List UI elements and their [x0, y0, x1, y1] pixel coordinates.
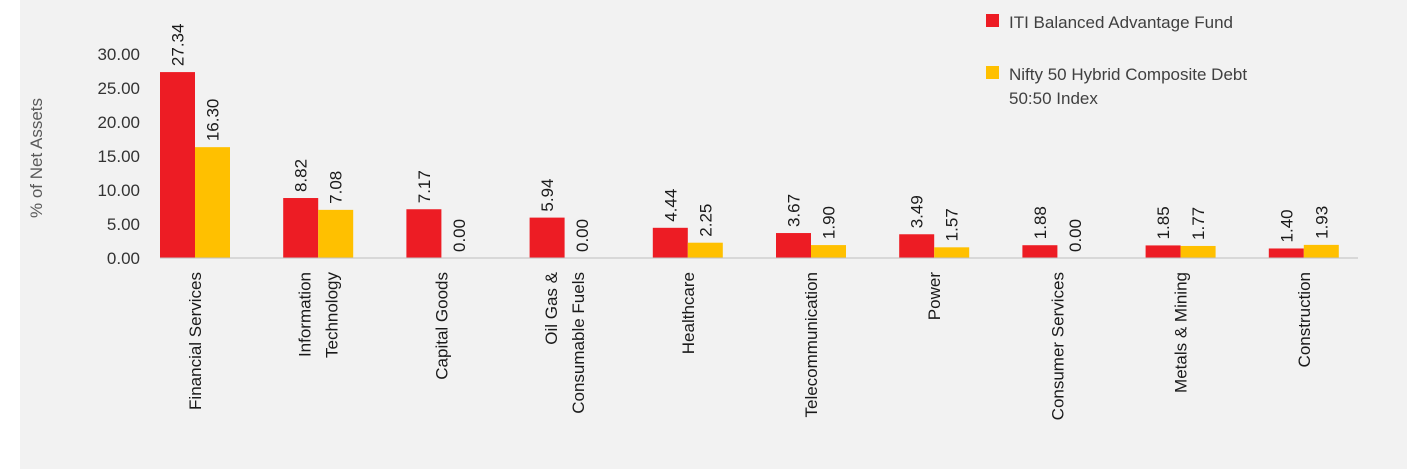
- legend-swatch-fund: [986, 14, 999, 27]
- y-tick-label: 25.00: [97, 79, 140, 98]
- data-label: 1.90: [820, 206, 839, 239]
- data-label: 0.00: [1066, 219, 1085, 252]
- category-label: Telecommunication: [802, 272, 821, 418]
- y-tick-label: 0.00: [107, 249, 140, 268]
- data-label: 7.08: [327, 171, 346, 204]
- category-label: Consumable Fuels: [569, 272, 588, 414]
- data-label: 7.17: [415, 170, 434, 203]
- data-label: 1.77: [1189, 207, 1208, 240]
- category-label: Technology: [323, 272, 342, 359]
- category-label: Power: [925, 272, 944, 321]
- data-label: 1.88: [1031, 206, 1050, 239]
- y-tick-label: 5.00: [107, 215, 140, 234]
- category-label: Capital Goods: [432, 272, 451, 380]
- legend: ITI Balanced Advantage Fund Nifty 50 Hybr…: [986, 13, 1247, 108]
- category-label: Oil Gas &: [542, 271, 561, 344]
- data-label: 3.49: [908, 195, 927, 228]
- bar-fund: [160, 72, 195, 258]
- bars: [160, 72, 1339, 258]
- data-label: 0.00: [450, 219, 469, 252]
- data-label: 1.57: [943, 208, 962, 241]
- bar-fund: [1268, 248, 1304, 258]
- data-label: 4.44: [661, 189, 680, 222]
- data-label: 2.25: [696, 204, 715, 237]
- y-axis-title: % of Net Assets: [27, 98, 46, 218]
- bar-fund: [406, 209, 442, 258]
- bar-index: [934, 247, 970, 258]
- y-tick-label: 20.00: [97, 113, 140, 132]
- category-label: Healthcare: [679, 272, 698, 354]
- bar-fund: [1145, 245, 1181, 258]
- y-axis: 0.00 5.00 10.00 15.00 20.00 25.00 30.00 % of Ne…: [27, 45, 140, 268]
- bar-index: [687, 242, 723, 258]
- y-tick-label: 10.00: [97, 181, 140, 200]
- category-label: Information: [296, 272, 315, 357]
- data-label: 0.00: [573, 219, 592, 252]
- data-label: 27.34: [169, 24, 188, 67]
- bar-fund: [776, 233, 811, 258]
- bar-fund: [652, 227, 688, 258]
- data-label: 5.94: [538, 179, 557, 212]
- category-label: Metals & Mining: [1172, 272, 1191, 393]
- data-label: 8.82: [292, 159, 311, 192]
- bar-index: [195, 147, 230, 258]
- value-labels: 27.34 8.82 7.17 5.94 4.44 3.67 3.49 1.88 1.85 1.4…: [169, 24, 1332, 252]
- legend-label: 50:50 Index: [1009, 89, 1098, 108]
- legend-swatch-index: [986, 66, 999, 79]
- legend-label: Nifty 50 Hybrid Composite Debt: [1009, 65, 1247, 84]
- bar-index: [1180, 245, 1216, 258]
- y-tick-label: 15.00: [97, 147, 140, 166]
- chart-panel: 0.00 5.00 10.00 15.00 20.00 25.00 30.00 % of Ne…: [20, 0, 1407, 469]
- y-tick-label: 30.00: [97, 45, 140, 64]
- x-axis: Financial Services Information Technology C…: [160, 257, 1358, 420]
- data-label: 16.30: [204, 99, 223, 142]
- legend-label: ITI Balanced Advantage Fund: [1009, 13, 1233, 32]
- category-label: Construction: [1295, 272, 1314, 367]
- data-label: 1.93: [1312, 206, 1331, 239]
- bar-fund: [283, 198, 319, 258]
- bar-index: [811, 245, 846, 258]
- bar-index: [318, 209, 354, 258]
- category-label: Financial Services: [186, 272, 205, 410]
- data-label: 3.67: [785, 194, 804, 227]
- bar-fund: [1022, 245, 1058, 258]
- bar-chart: 0.00 5.00 10.00 15.00 20.00 25.00 30.00 % of Ne…: [27, 13, 1358, 420]
- category-label: Consumer Services: [1048, 272, 1067, 420]
- bar-fund: [529, 217, 565, 258]
- data-label: 1.40: [1277, 209, 1296, 242]
- bar-index: [1303, 244, 1339, 258]
- data-label: 1.85: [1154, 206, 1173, 239]
- bar-fund: [899, 234, 935, 258]
